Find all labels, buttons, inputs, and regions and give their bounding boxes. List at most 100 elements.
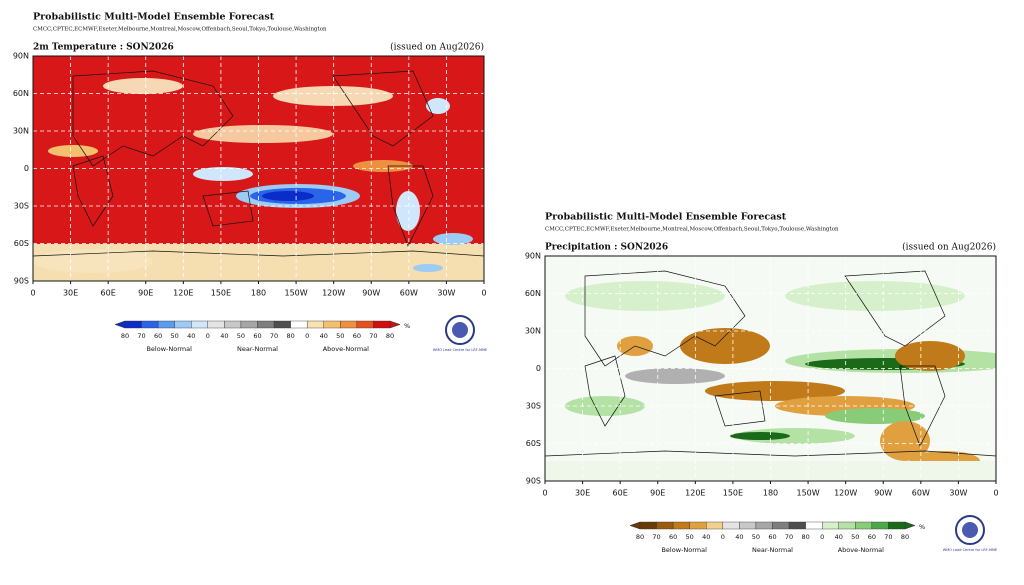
panel-subtitle: Precipitation : SON2026 [545, 243, 668, 253]
forecast-region [565, 281, 725, 311]
lat-label: 30S [14, 202, 29, 211]
forecast-region [353, 160, 413, 172]
panel-title: Probabilistic Multi-Model Ensemble Forec… [545, 212, 787, 223]
colorbar-unit: % [404, 322, 410, 330]
colorbar-label: 60 [154, 332, 162, 340]
colorbar-segment [240, 320, 258, 329]
category-label: Below-Normal [661, 546, 707, 554]
colorbar-label: 60 [353, 332, 361, 340]
colorbar-label: 0 [721, 533, 725, 541]
colorbar-label: 70 [369, 332, 377, 340]
category-label: Near-Normal [752, 546, 793, 554]
colorbar-label: 70 [270, 332, 278, 340]
forecast-region [825, 408, 925, 424]
forecast-region [48, 145, 98, 157]
forecast-region [396, 191, 420, 231]
forecast-region [33, 249, 153, 273]
colorbar-label: 50 [851, 533, 859, 541]
lat-label: 30N [13, 127, 29, 136]
lon-label: 180 [251, 289, 266, 298]
category-label: Above-Normal [323, 345, 369, 353]
colorbar-arrow [114, 320, 126, 329]
colorbar-segment [772, 521, 790, 530]
logo-text: WMO Lead Centre for LRF-MME [433, 348, 488, 352]
colorbar-label: 50 [686, 533, 694, 541]
colorbar-segment [855, 521, 873, 530]
lat-label: 0 [24, 164, 29, 173]
lon-label: 90W [362, 289, 380, 298]
forecast-region [193, 125, 333, 143]
lat-label: 90S [526, 477, 541, 486]
map-frame [544, 255, 997, 482]
colorbar-segment [706, 521, 724, 530]
lat-label: 30S [526, 402, 541, 411]
colorbar-label: 80 [386, 332, 394, 340]
lat-label: 0 [536, 364, 541, 373]
forecast-region [625, 368, 725, 384]
lon-label: 0 [30, 289, 35, 298]
lat-label: 60N [525, 289, 541, 298]
lat-label: 60N [13, 89, 29, 98]
colorbar-label: 80 [286, 332, 294, 340]
lon-label: 60E [101, 289, 116, 298]
lat-label: 90S [14, 277, 29, 286]
lon-label: 150W [796, 489, 819, 498]
lon-label: 0 [542, 489, 547, 498]
forecast-region [680, 328, 770, 364]
colorbar-label: 80 [901, 533, 909, 541]
lon-label: 120W [834, 489, 857, 498]
map-panel: Probabilistic Multi-Model Ensemble Forec… [13, 12, 487, 354]
forecast-region [103, 78, 183, 94]
panel-title: Probabilistic Multi-Model Ensemble Forec… [33, 12, 275, 23]
coastline [332, 70, 434, 147]
colorbar-segment [373, 320, 391, 329]
lon-label: 60W [912, 489, 930, 498]
model-list: CMCC,CPTEC,ECMWF,Exeter,Melbourne,Montre… [545, 227, 839, 233]
colorbar-segment [838, 521, 856, 530]
lon-label: 180 [763, 489, 778, 498]
colorbar-segment [788, 521, 806, 530]
colorbar-label: 40 [835, 533, 843, 541]
lon-label: 120E [685, 489, 705, 498]
model-list: CMCC,CPTEC,ECMWF,Exeter,Melbourne,Montre… [33, 27, 327, 33]
colorbar-segment [207, 320, 225, 329]
colorbar-segment [306, 320, 324, 329]
wmo-logo-globe [962, 522, 978, 538]
colorbar-label: 40 [702, 533, 710, 541]
lon-label: 120E [173, 289, 193, 298]
colorbar-label: 0 [820, 533, 824, 541]
colorbar-label: 80 [801, 533, 809, 541]
colorbar-label: 80 [121, 332, 129, 340]
lon-label: 30W [437, 289, 455, 298]
lat-label: 90N [13, 52, 29, 61]
colorbar-label: 80 [636, 533, 644, 541]
colorbar-segment [888, 521, 906, 530]
forecast-region [705, 381, 845, 401]
coastline [714, 390, 766, 427]
colorbar-arrow [629, 521, 641, 530]
coastline [584, 355, 626, 427]
coastline [33, 250, 484, 257]
colorbar-label: 70 [652, 533, 660, 541]
colorbar-unit: % [919, 523, 925, 531]
forecast-region [433, 233, 473, 245]
forecast-region [273, 86, 393, 106]
colorbar-label: 50 [752, 533, 760, 541]
colorbar-label: 0 [206, 332, 210, 340]
colorbar-label: 50 [237, 332, 245, 340]
colorbar-label: 70 [884, 533, 892, 541]
lon-label: 150E [211, 289, 231, 298]
colorbar-segment [755, 521, 773, 530]
colorbar-segment [639, 521, 657, 530]
category-label: Below-Normal [146, 345, 192, 353]
coastline [899, 365, 946, 447]
colorbar-segment [273, 320, 291, 329]
coastline [545, 450, 996, 457]
forecast-region [895, 341, 965, 371]
colorbar-segment [191, 320, 209, 329]
issued-date: (issued on Aug2026) [390, 42, 484, 53]
logo-text: WMO Lead Centre for LRF-MME [943, 548, 998, 552]
colorbar-segment [805, 521, 823, 530]
colorbar-label: 60 [868, 533, 876, 541]
